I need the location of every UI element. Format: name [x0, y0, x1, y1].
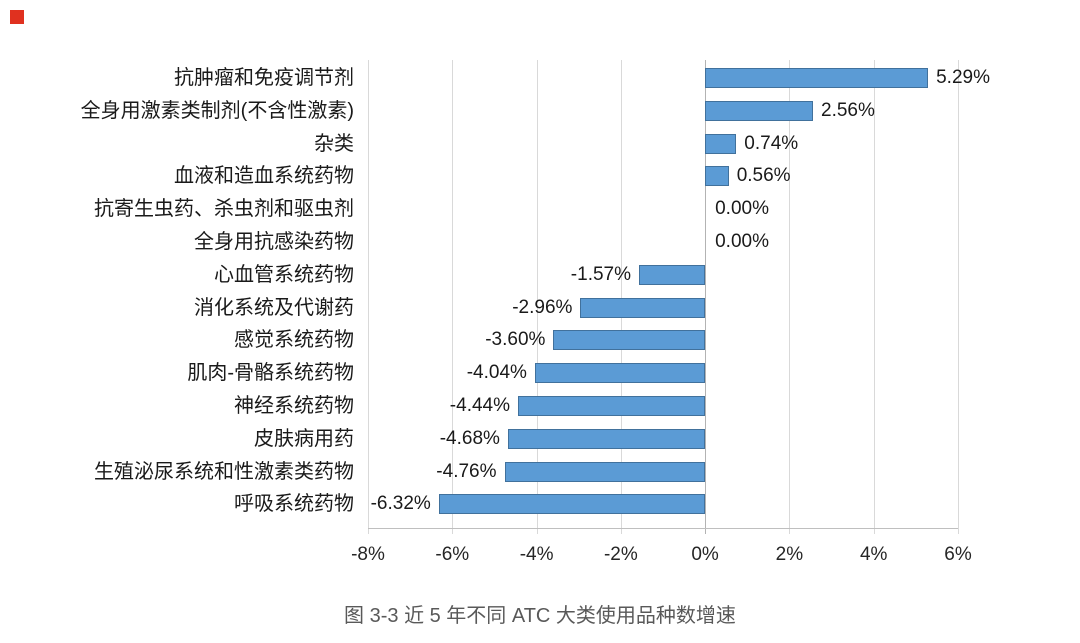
- category-label: 生殖泌尿系统和性激素类药物: [94, 460, 354, 483]
- value-label: -2.96%: [512, 296, 573, 318]
- value-label: -4.68%: [439, 427, 500, 449]
- category-label: 呼吸系统药物: [234, 493, 354, 516]
- category-label: 全身用抗感染药物: [194, 230, 354, 253]
- value-label: 0.00%: [715, 230, 769, 252]
- category-label: 感觉系统药物: [234, 329, 354, 352]
- value-label: -4.76%: [436, 460, 497, 482]
- gridline: [873, 60, 875, 534]
- value-label: 0.56%: [736, 165, 791, 187]
- bar: [705, 67, 928, 88]
- x-tick-label: -6%: [435, 544, 470, 565]
- bar: [705, 166, 729, 187]
- value-label: 5.29%: [936, 66, 990, 88]
- value-label: -1.57%: [570, 263, 631, 285]
- x-tick-label: -4%: [519, 544, 554, 565]
- bar: [518, 395, 706, 416]
- x-tick-label: 0%: [691, 544, 719, 565]
- category-label: 抗肿瘤和免疫调节剂: [174, 66, 354, 89]
- red-square-logo: [10, 10, 24, 24]
- category-label: 皮肤病用药: [254, 427, 354, 450]
- zero-axis-line: [705, 60, 707, 534]
- bar: [504, 461, 706, 482]
- bar: [438, 494, 706, 515]
- bar-chart: 抗肿瘤和免疫调节剂 5.29% 全身用激素类制剂(不含性激素) 2.56% 杂类 0.74…: [80, 60, 990, 565]
- gridline: [536, 60, 538, 534]
- x-tick-label: -2%: [603, 544, 638, 565]
- value-label: 0.00%: [715, 198, 769, 220]
- bar: [580, 297, 706, 318]
- chart-caption: 图 3-3 近 5 年不同 ATC 大类使用品种数增速: [344, 605, 736, 627]
- category-label: 全身用激素类制剂(不含性激素): [80, 99, 354, 122]
- x-tick-label: 2%: [775, 544, 804, 565]
- category-label: 抗寄生虫药、杀虫剂和驱虫剂: [94, 198, 354, 221]
- gridline: [958, 60, 959, 534]
- bar: [534, 363, 706, 384]
- category-label: 肌肉-骨骼系统药物: [187, 362, 354, 385]
- gridline: [452, 60, 454, 534]
- bar: [507, 428, 706, 449]
- category-label: 消化系统及代谢药: [194, 296, 354, 319]
- gridline: [620, 60, 622, 534]
- category-label: 神经系统药物: [234, 394, 354, 417]
- bar: [639, 264, 706, 285]
- value-label: 2.56%: [821, 99, 875, 121]
- x-tick-label: 4%: [859, 544, 888, 565]
- value-label: -3.60%: [485, 329, 546, 351]
- value-label: -6.32%: [370, 493, 431, 515]
- bar: [705, 100, 813, 121]
- bar: [553, 330, 706, 351]
- category-label: 心血管系统药物: [214, 263, 354, 286]
- value-label: 0.74%: [744, 132, 799, 154]
- value-label: -4.04%: [466, 362, 527, 384]
- category-label: 血液和造血系统药物: [174, 165, 354, 188]
- value-label: -4.44%: [449, 394, 510, 416]
- bar: [705, 133, 737, 154]
- gridline: [368, 60, 369, 534]
- x-tick-label: -8%: [351, 544, 385, 565]
- value-axis-line: [368, 528, 958, 529]
- gridline: [789, 60, 791, 534]
- category-label: 杂类: [314, 132, 354, 155]
- x-tick-label: 6%: [944, 544, 972, 565]
